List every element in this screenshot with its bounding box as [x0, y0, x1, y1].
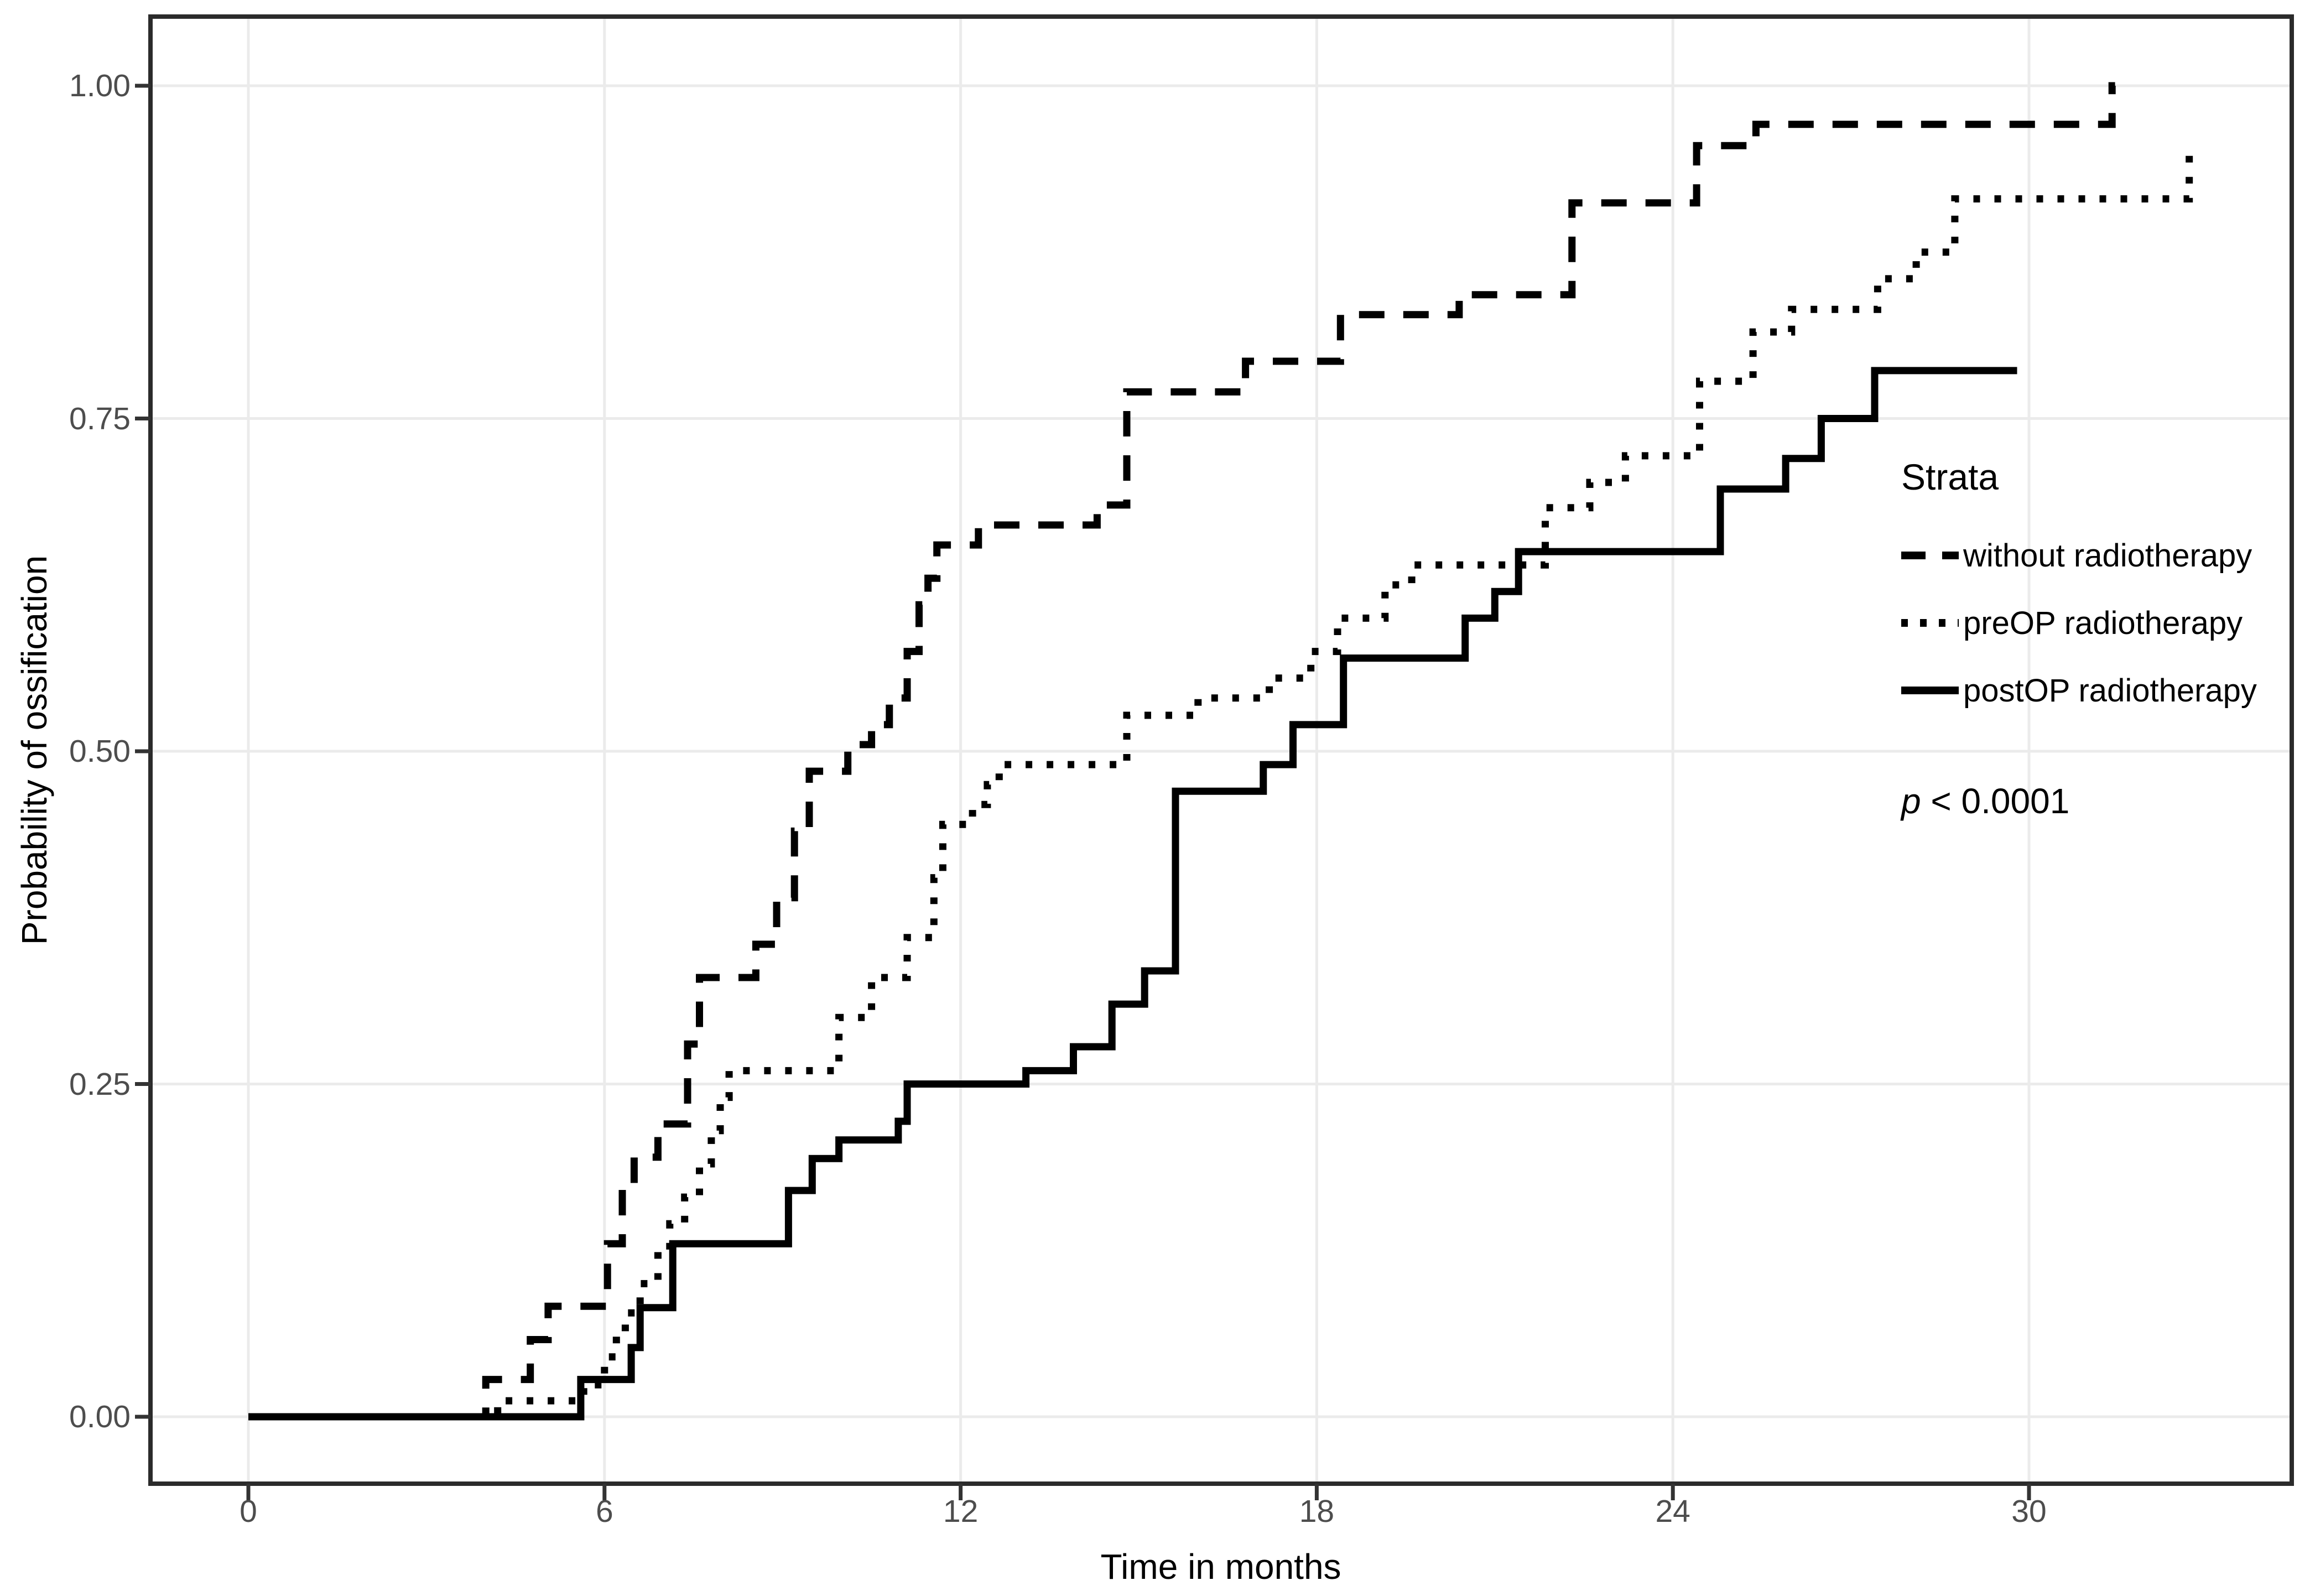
legend-entry-postop-radiotherapy: postOP radiotherapy: [1901, 672, 2257, 709]
y-tick-label: 0.00: [69, 1399, 131, 1434]
dashed-line-sample: [1901, 552, 1959, 559]
curve-postOP-radiotherapy: [248, 367, 2017, 1421]
y-tick-label: 0.75: [69, 401, 131, 436]
legend-label: without radiotherapy: [1963, 537, 2252, 574]
solid-line-sample: [1901, 687, 1959, 694]
legend-label: postOP radiotherapy: [1963, 672, 2257, 709]
legend-entry-preop-radiotherapy: preOP radiotherapy: [1901, 605, 2257, 641]
curves: [248, 82, 2193, 1421]
p-symbol: p: [1901, 781, 1921, 821]
y-tick-label: 0.25: [69, 1066, 131, 1102]
y-tick-label: 1.00: [69, 68, 131, 103]
legend-label: preOP radiotherapy: [1963, 605, 2243, 641]
legend-entry-without-radiotherapy: without radiotherapy: [1901, 537, 2257, 574]
dotted-line-sample: [1901, 619, 1959, 627]
x-tick-label: 30: [2011, 1494, 2047, 1529]
gridlines: [150, 17, 2292, 1484]
x-tick-label: 0: [240, 1494, 257, 1529]
curve-preOP-radiotherapy: [248, 142, 2193, 1421]
legend-title: Strata: [1901, 456, 1999, 497]
x-tick-label: 24: [1655, 1494, 1690, 1529]
y-axis-title: Probability of ossification: [14, 555, 54, 945]
y-tick-label: 0.50: [69, 734, 131, 769]
x-tick-label: 6: [595, 1494, 613, 1529]
x-tick-label: 18: [1299, 1494, 1335, 1529]
x-tick-label: 12: [943, 1494, 979, 1529]
p-value-text: < 0.0001: [1921, 781, 2070, 821]
legend: Strata without radiotherapy preOP radiot…: [1901, 457, 2257, 741]
tick-marks: [135, 84, 2031, 1500]
p-value-annotation: p < 0.0001: [1901, 781, 2069, 822]
x-axis-title: Time in months: [1100, 1547, 1341, 1587]
